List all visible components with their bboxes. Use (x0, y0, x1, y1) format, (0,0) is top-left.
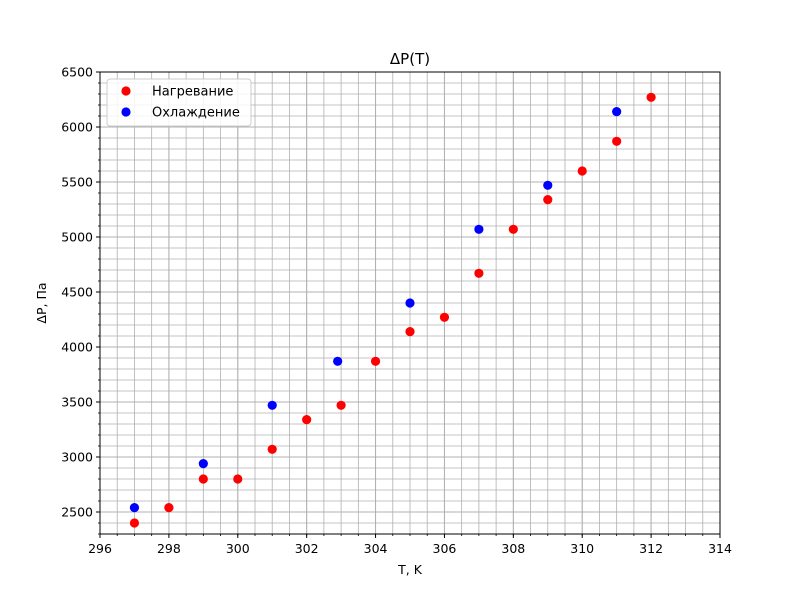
legend-marker (121, 107, 131, 117)
data-point-series-1 (233, 474, 243, 484)
data-point-series-2 (612, 107, 622, 117)
legend-marker (121, 86, 131, 96)
x-tick-label: 304 (364, 541, 388, 556)
data-point-series-1 (508, 224, 518, 234)
legend-box (106, 78, 252, 127)
data-point-series-2 (405, 298, 415, 308)
y-tick-label: 6500 (61, 65, 93, 80)
data-point-series-1 (577, 166, 587, 176)
data-points (129, 92, 656, 528)
data-point-series-1 (439, 312, 450, 322)
y-axis-label: ΔP, Па (34, 282, 49, 323)
x-axis-label: T, K (397, 562, 423, 577)
data-point-series-1 (302, 415, 312, 425)
x-tick-label: 296 (88, 541, 112, 556)
chart-title: ΔP(T) (390, 50, 430, 68)
data-point-series-2 (267, 400, 277, 410)
data-point-series-1 (267, 444, 277, 454)
y-tick-label: 4500 (61, 285, 93, 300)
x-tick-label: 312 (639, 541, 663, 556)
x-tick-label: 302 (295, 541, 319, 556)
legend: Нагревание Охлаждение (106, 78, 252, 127)
y-tick-label: 3000 (61, 450, 93, 465)
data-point-series-1 (612, 136, 622, 146)
y-tick-label: 3500 (61, 395, 93, 410)
y-tick-label: 6000 (61, 120, 93, 135)
x-tick-label: 298 (157, 541, 181, 556)
data-point-series-1 (129, 518, 140, 528)
data-point-series-2 (474, 224, 484, 234)
x-tick-label: 306 (433, 541, 457, 556)
x-tick-label: 310 (570, 541, 594, 556)
y-tick-label: 5500 (61, 175, 93, 190)
data-point-series-2 (333, 356, 343, 366)
data-point-series-1 (370, 356, 381, 366)
x-tick-label: 300 (226, 541, 250, 556)
x-tick-label: 308 (501, 541, 525, 556)
data-point-series-1 (474, 268, 484, 278)
legend-label: Нагревание (152, 85, 233, 100)
data-point-series-1 (164, 503, 174, 513)
axis-ticks: 296 298 300 302 304 306 308 310 312 314 2500 3000 35… (61, 65, 732, 557)
data-point-series-2 (543, 180, 553, 190)
x-tick-label: 314 (708, 541, 732, 556)
y-tick-label: 4000 (61, 340, 93, 355)
data-point-series-2 (129, 503, 140, 513)
data-point-series-1 (646, 92, 656, 102)
legend-label: Охлаждение (152, 106, 240, 121)
data-point-series-1 (543, 195, 553, 205)
data-point-series-1 (336, 400, 346, 410)
data-point-series-1 (198, 474, 208, 484)
data-point-series-2 (198, 459, 208, 469)
y-tick-label: 5000 (61, 230, 93, 245)
y-tick-label: 2500 (61, 505, 93, 520)
data-point-series-1 (405, 327, 415, 337)
